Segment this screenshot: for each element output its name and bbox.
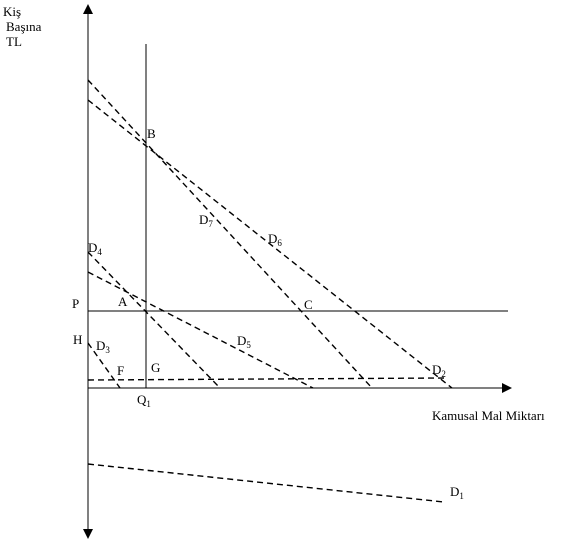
d3-label: D3 (96, 338, 110, 355)
d7-label: D7 (199, 212, 213, 229)
y-axis-label: Kiş Başına TL (3, 4, 45, 49)
d4-label: D4 (88, 240, 102, 257)
d1-label: D1 (450, 484, 464, 501)
point-g-label: G (151, 360, 160, 375)
d1-curve (87, 463, 445, 503)
point-c-label: C (304, 297, 313, 312)
d7-curve (87, 79, 373, 389)
y-axis-label-line-3: TL (6, 34, 22, 49)
d4-curve (87, 251, 221, 389)
point-h-label: H (73, 332, 82, 347)
d6-label: D6 (268, 231, 282, 248)
point-a-label: A (118, 294, 128, 309)
y-axis-label-line-2: Başına (6, 19, 42, 34)
d2-curve (87, 377, 446, 381)
d2-label: D2 (432, 362, 446, 379)
point-q1-label: Q1 (137, 392, 151, 409)
point-b-label: B (147, 126, 156, 141)
d5-curve (87, 271, 314, 389)
y-axis-label-line-1: Kiş (3, 4, 21, 19)
d6-curve (87, 99, 453, 389)
x-axis-label: Kamusal Mal Miktarı (432, 408, 545, 423)
point-f-label: F (117, 363, 124, 378)
d5-label: D5 (237, 333, 251, 350)
point-p-label: P (72, 296, 79, 311)
